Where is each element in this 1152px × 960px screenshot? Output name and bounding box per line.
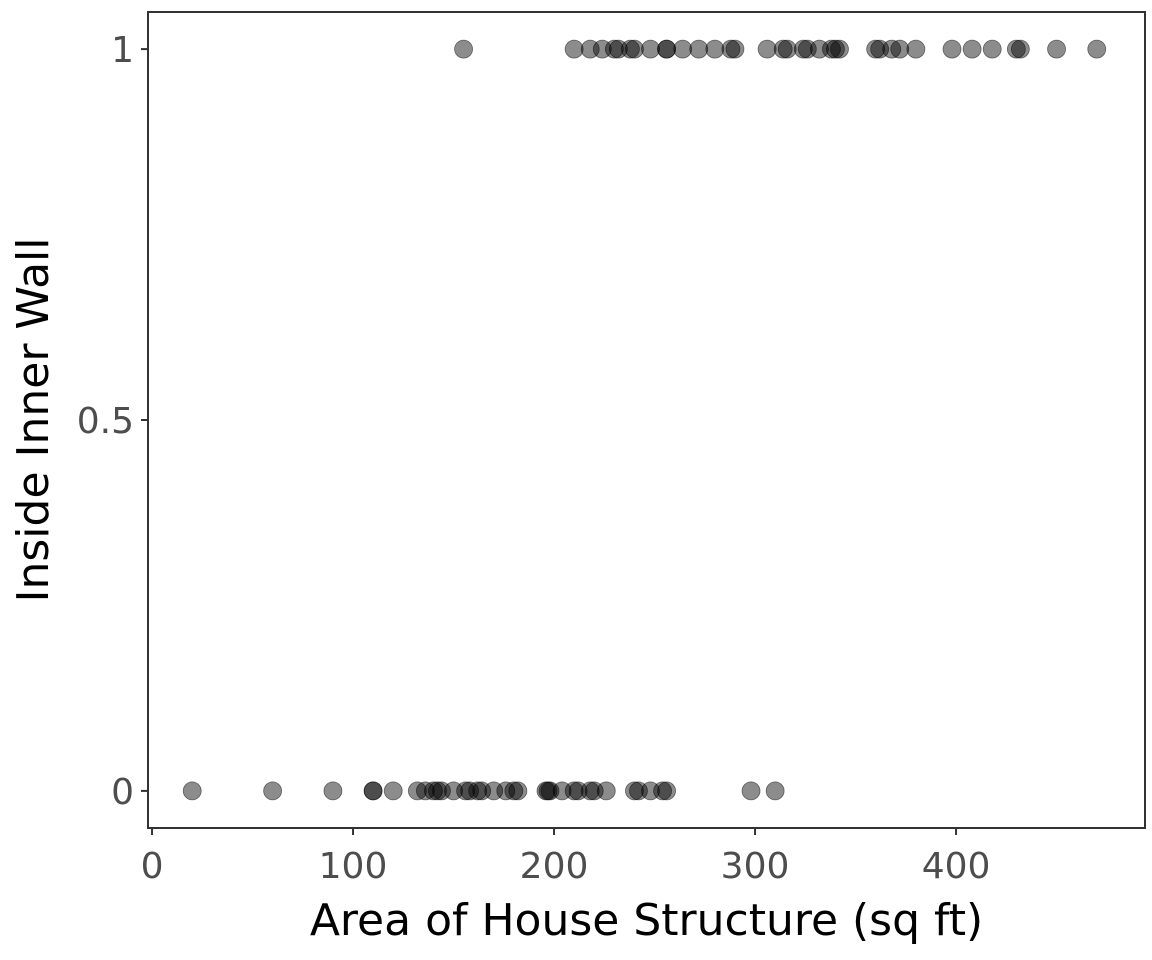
data-point bbox=[407, 781, 427, 801]
data-point bbox=[942, 39, 962, 59]
y-tick-label: 0 bbox=[111, 772, 134, 813]
data-point bbox=[504, 781, 524, 801]
data-point bbox=[705, 39, 725, 59]
data-point bbox=[793, 39, 813, 59]
data-point bbox=[621, 39, 640, 59]
data-point bbox=[757, 39, 777, 59]
x-axis-title: Area of House Structure (sq ft) bbox=[310, 895, 983, 946]
data-point bbox=[182, 781, 202, 801]
data-point bbox=[508, 781, 528, 801]
x-tick-label: 300 bbox=[721, 846, 790, 887]
data-point bbox=[564, 781, 584, 801]
data-point bbox=[363, 781, 383, 801]
data-point bbox=[657, 39, 677, 59]
data-point bbox=[424, 781, 443, 801]
data-point bbox=[777, 39, 797, 59]
data-point bbox=[454, 39, 473, 59]
data-point bbox=[822, 39, 841, 59]
data-point bbox=[383, 781, 403, 801]
y-tick-label: 1 bbox=[111, 30, 134, 71]
data-point bbox=[1006, 39, 1026, 59]
data-point bbox=[982, 39, 1002, 59]
data-point bbox=[866, 39, 886, 59]
data-point bbox=[826, 39, 845, 59]
x-tick-label: 0 bbox=[141, 846, 164, 887]
data-point bbox=[890, 39, 910, 59]
data-point bbox=[564, 39, 584, 59]
y-axis-ticks: 00.51 bbox=[77, 30, 148, 813]
y-tick-label: 0.5 bbox=[77, 401, 134, 442]
x-tick-label: 200 bbox=[520, 846, 589, 887]
x-tick-label: 100 bbox=[319, 846, 388, 887]
data-point bbox=[323, 781, 343, 801]
data-point bbox=[721, 39, 741, 59]
data-point bbox=[725, 39, 745, 59]
x-tick-label: 400 bbox=[922, 846, 991, 887]
data-point bbox=[428, 781, 447, 801]
data-point bbox=[604, 39, 624, 59]
data-point bbox=[962, 39, 982, 59]
points-layer bbox=[182, 39, 1107, 801]
data-point bbox=[625, 781, 644, 801]
data-point bbox=[765, 781, 785, 801]
data-point bbox=[657, 781, 677, 801]
data-point bbox=[773, 39, 793, 59]
data-point bbox=[1047, 39, 1066, 59]
data-point bbox=[596, 781, 616, 801]
data-point bbox=[625, 39, 644, 59]
data-point bbox=[741, 781, 761, 801]
data-point bbox=[641, 39, 660, 59]
data-point bbox=[1087, 39, 1107, 59]
data-point bbox=[882, 39, 902, 59]
data-point bbox=[830, 39, 849, 59]
y-axis-title: Inside Inner Wall bbox=[8, 238, 59, 603]
data-point bbox=[468, 781, 488, 801]
data-point bbox=[263, 781, 283, 801]
data-point bbox=[673, 39, 693, 59]
x-axis-ticks: 0 100 200 300 400 bbox=[141, 828, 991, 887]
data-point bbox=[1010, 39, 1030, 59]
data-point bbox=[653, 781, 672, 801]
data-point bbox=[689, 39, 709, 59]
data-point bbox=[906, 39, 926, 59]
data-point bbox=[580, 781, 600, 801]
